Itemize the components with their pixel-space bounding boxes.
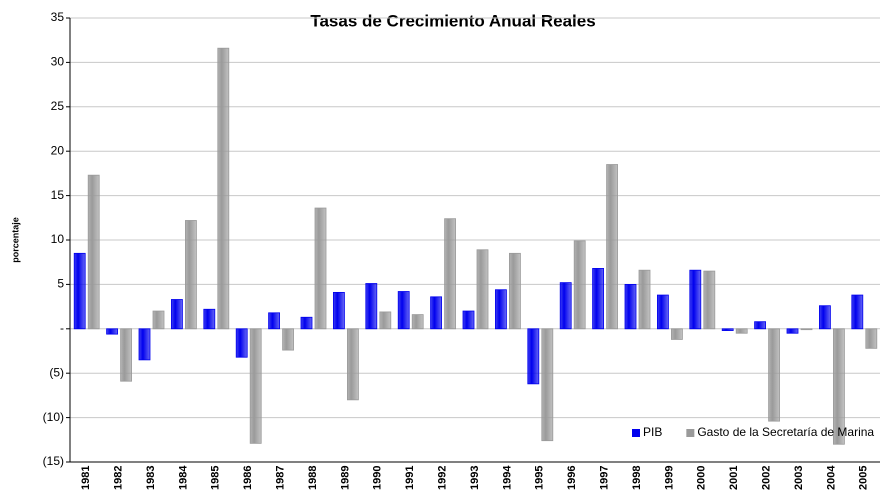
bar — [152, 310, 165, 330]
y-tick-label: 10 — [51, 232, 65, 246]
x-tick-label: 1982 — [113, 466, 125, 490]
bar — [735, 328, 748, 334]
y-tick-label: 25 — [51, 99, 65, 113]
bar — [494, 289, 507, 330]
bar — [689, 269, 702, 330]
bar — [592, 268, 604, 330]
chart-title: Tasas de Crecimiento Anual Reales — [310, 11, 595, 30]
x-tick-label: 1998 — [631, 466, 643, 490]
x-tick-label: 1983 — [145, 466, 157, 490]
y-tick-label: 15 — [51, 188, 65, 202]
y-tick-label: (5) — [49, 365, 64, 379]
bar — [379, 311, 392, 330]
bar — [768, 328, 780, 422]
bar — [184, 220, 197, 330]
x-tick-label: 2002 — [761, 466, 773, 490]
bar — [314, 207, 327, 330]
legend-label: PIB — [643, 425, 662, 439]
bar — [476, 249, 489, 330]
x-tick-label: 1985 — [210, 466, 222, 490]
bar — [671, 328, 683, 340]
bar — [332, 291, 345, 330]
x-tick-label: 1995 — [534, 466, 546, 490]
x-tick-label: 1989 — [339, 466, 351, 490]
x-tick-label: 2003 — [793, 466, 805, 490]
y-tick-label: 5 — [57, 277, 64, 291]
bar — [819, 305, 831, 330]
bar — [203, 308, 216, 330]
bar — [800, 328, 813, 331]
bar — [624, 283, 637, 330]
x-tick-label: 1990 — [372, 466, 384, 490]
x-tick-label: 1993 — [469, 466, 481, 490]
y-tick-label: - — [60, 321, 64, 335]
x-tick-label: 2004 — [825, 465, 837, 490]
bar — [508, 252, 521, 330]
y-tick-label: 20 — [51, 143, 65, 157]
x-tick-label: 1986 — [242, 466, 254, 490]
bar — [573, 240, 586, 330]
bar — [249, 328, 262, 444]
bar — [851, 294, 864, 330]
x-tick-label: 1988 — [307, 466, 319, 490]
y-tick-label: (10) — [43, 410, 64, 424]
bar — [73, 252, 86, 330]
bar — [559, 282, 572, 330]
bar — [365, 283, 378, 330]
bar — [541, 328, 554, 442]
bar — [606, 164, 618, 330]
bar — [786, 328, 799, 334]
bar — [721, 328, 734, 331]
bar — [138, 328, 151, 361]
bar — [346, 328, 359, 401]
y-tick-label: 30 — [51, 55, 65, 69]
x-tick-label: 1991 — [404, 466, 416, 490]
bar — [865, 328, 878, 349]
bar — [444, 218, 457, 330]
bar — [754, 321, 766, 330]
x-tick-label: 1994 — [501, 465, 513, 490]
bar — [87, 174, 100, 330]
bar — [638, 269, 651, 330]
bar — [703, 270, 716, 330]
bar — [235, 328, 248, 358]
bar — [527, 328, 540, 385]
x-tick-label: 1996 — [566, 466, 578, 490]
bar — [462, 310, 475, 330]
bar — [217, 47, 230, 330]
bar — [120, 328, 132, 382]
legend-swatch — [632, 429, 640, 437]
x-tick-label: 2000 — [696, 466, 708, 490]
y-tick-label: 35 — [51, 10, 65, 24]
bar — [106, 328, 118, 335]
bar — [170, 299, 183, 330]
x-tick-label: 1992 — [437, 466, 449, 490]
x-tick-label: 1987 — [275, 466, 287, 490]
bar — [282, 328, 295, 351]
x-tick-label: 2001 — [728, 466, 740, 490]
x-tick-label: 1981 — [80, 466, 92, 490]
bar — [833, 328, 845, 445]
x-tick-label: 2005 — [858, 466, 870, 490]
x-tick-label: 1999 — [663, 466, 675, 490]
bar — [397, 291, 410, 330]
bar — [300, 316, 313, 330]
y-axis-label: porcentaje — [10, 217, 20, 263]
bar — [430, 296, 443, 330]
bar — [657, 294, 669, 330]
bar — [268, 312, 281, 330]
x-tick-label: 1984 — [177, 465, 189, 490]
y-tick-label: (15) — [43, 454, 64, 468]
x-tick-label: 1997 — [599, 466, 611, 490]
legend-label: Gasto de la Secretaría de Marina — [697, 425, 874, 439]
bar — [411, 314, 424, 330]
legend-swatch — [686, 429, 695, 437]
